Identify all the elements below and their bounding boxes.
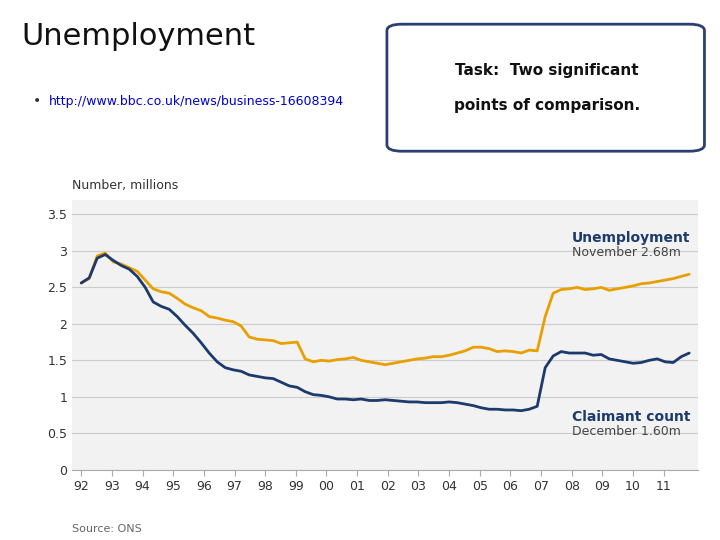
Text: •: • <box>32 94 40 109</box>
Text: Unemployment: Unemployment <box>572 231 690 245</box>
Text: points of comparison.: points of comparison. <box>454 98 640 113</box>
Text: http://www.bbc.co.uk/news/business-16608394: http://www.bbc.co.uk/news/business-16608… <box>49 94 344 107</box>
Text: Unemployment: Unemployment <box>22 22 256 51</box>
Text: Task:  Two significant: Task: Two significant <box>455 63 639 78</box>
Text: Number, millions: Number, millions <box>72 179 179 192</box>
Text: Claimant count: Claimant count <box>572 410 690 424</box>
Text: December 1.60m: December 1.60m <box>572 426 680 438</box>
Text: November 2.68m: November 2.68m <box>572 246 680 259</box>
FancyBboxPatch shape <box>387 24 704 151</box>
Text: Source: ONS: Source: ONS <box>72 524 142 534</box>
